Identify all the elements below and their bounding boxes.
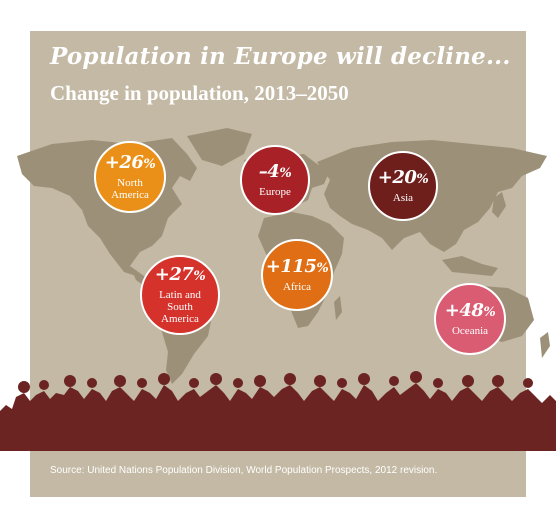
latin-america-bubble: +27% Latin and South America (140, 255, 220, 335)
latin-america-label: Latin and South America (159, 289, 201, 325)
africa-bubble: +115% Africa (261, 239, 333, 311)
latin-america-value: +27% (154, 264, 206, 285)
asia-label: Asia (392, 192, 414, 204)
north-america-label: North America (111, 177, 149, 201)
infographic-card: Population in Europe will decline... Cha… (0, 31, 556, 497)
north-america-value: +26% (104, 152, 156, 173)
oceania-value: +48% (444, 300, 496, 321)
europe-value: –4% (258, 161, 292, 182)
infographic-subtitle: Change in population, 2013–2050 (50, 81, 349, 105)
europe-bubble: –4% Europe (240, 145, 310, 215)
africa-value: +115% (265, 256, 329, 277)
source-note: Source: United Nations Population Divisi… (50, 465, 438, 476)
asia-value: +20% (377, 167, 429, 188)
infographic-title: Population in Europe will decline... (50, 43, 511, 70)
north-america-bubble: +26% North America (94, 141, 166, 213)
oceania-label: Oceania (451, 325, 489, 337)
oceania-bubble: +48% Oceania (434, 283, 506, 355)
europe-label: Europe (259, 186, 291, 198)
asia-bubble: +20% Asia (368, 151, 438, 221)
crowd-silhouette-illustration (0, 371, 556, 451)
africa-label: Africa (282, 281, 312, 293)
